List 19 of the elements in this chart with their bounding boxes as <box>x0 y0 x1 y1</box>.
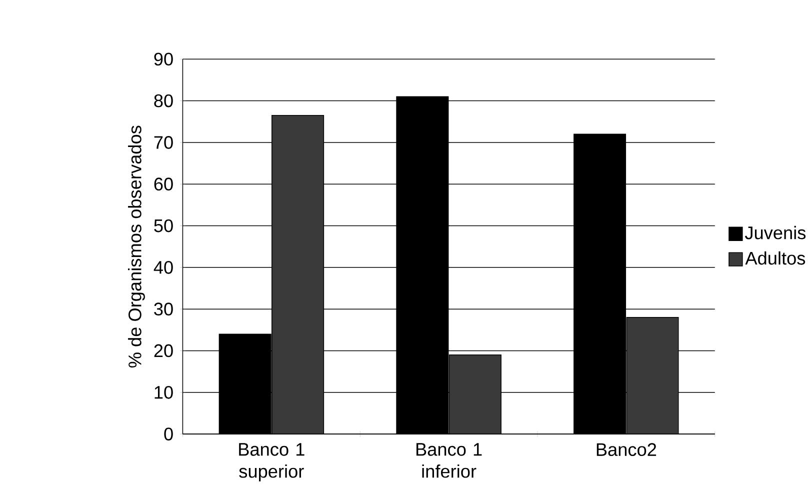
y-tick-label: 30 <box>154 302 173 316</box>
y-tick-label: 80 <box>154 94 173 107</box>
x-tick-label: Banco2 <box>596 442 656 456</box>
x-tick-label: Banco 1 superior <box>239 442 304 482</box>
bar <box>626 316 679 434</box>
bar <box>448 354 502 434</box>
x-tick-label: Banco 1 inferior <box>416 442 482 478</box>
y-tick-label: 40 <box>154 260 173 274</box>
y-tick-label: 90 <box>154 52 173 66</box>
y-tick-label: 0 <box>164 427 173 440</box>
legend-label: Juvenis <box>744 226 806 240</box>
y-tick-label: 10 <box>154 386 173 399</box>
legend-label: Adultos <box>745 251 806 264</box>
y-tick-label: 60 <box>154 177 173 190</box>
y-tick-label: 20 <box>154 344 173 357</box>
y-tick-label: 70 <box>154 136 173 149</box>
bar <box>272 114 324 434</box>
y-tick-label: 50 <box>154 219 173 232</box>
y-axis-title: % de Organismos observados <box>128 126 145 368</box>
